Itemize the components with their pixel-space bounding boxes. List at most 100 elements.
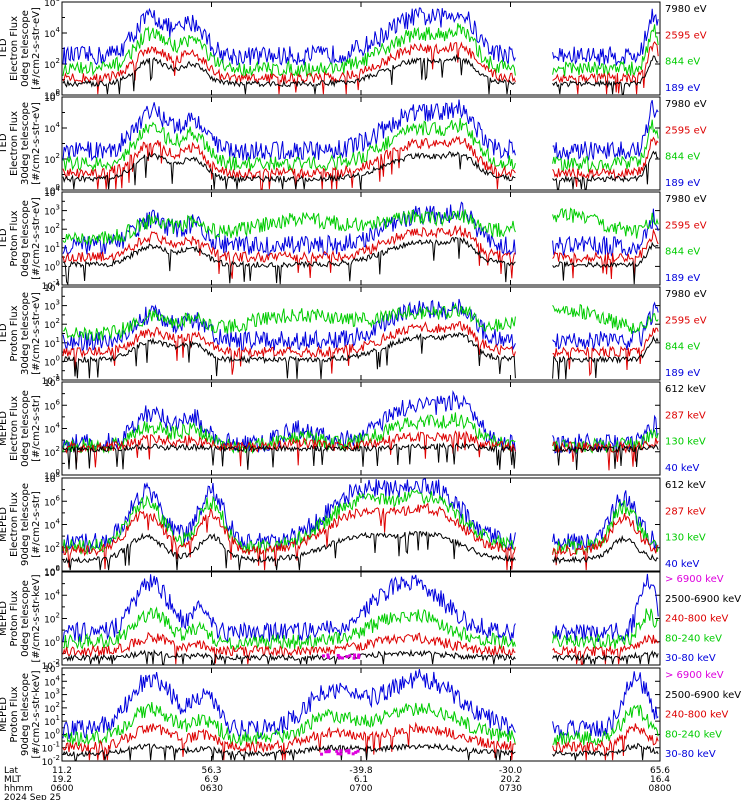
series-point	[348, 654, 352, 658]
series-line	[62, 7, 659, 66]
y-tick-label: 100	[44, 88, 60, 102]
legend-entry: > 6900 keV	[665, 670, 724, 681]
legend-entry: 80-240 keV	[665, 633, 722, 644]
legend-entry: 612 keV	[665, 384, 706, 395]
legend-entry: > 6900 keV	[665, 574, 724, 585]
y-tick-label: 104	[44, 26, 60, 40]
legend-entry: 2595 eV	[665, 30, 707, 41]
series-point	[357, 655, 361, 659]
y-tick-label: 103	[44, 688, 60, 702]
legend-entry: 80-240 keV	[665, 729, 722, 740]
series-point	[347, 751, 351, 755]
x-tick-label: 65.6	[650, 766, 670, 776]
x-tick-label: 6.1	[354, 775, 368, 785]
y-tick-label: 100	[44, 468, 60, 482]
y-tick-label: 102	[44, 701, 60, 715]
series-line	[62, 430, 659, 471]
y-tick-label: 102	[44, 541, 60, 555]
y-tick-label: 104	[44, 121, 60, 135]
y-tick-label: 100	[44, 183, 60, 197]
legend-entry: 7980 eV	[665, 99, 707, 110]
y-tick-label: 106	[44, 494, 60, 508]
series-point	[351, 752, 355, 756]
series-line	[62, 23, 659, 78]
series-point	[356, 749, 360, 753]
series-point	[344, 749, 348, 753]
legend-entry: 2595 eV	[665, 220, 707, 231]
y-tick-label: 10-1	[42, 278, 60, 292]
legend-entry: 7980 eV	[665, 194, 707, 205]
series-line	[62, 489, 659, 556]
series-line	[62, 207, 659, 246]
legend-entry: 7980 eV	[665, 289, 707, 300]
y-tick-label: 102	[44, 317, 60, 331]
x-tick-label: 16.4	[650, 775, 670, 785]
series-line	[62, 669, 659, 740]
series-line	[63, 302, 659, 342]
series-point	[320, 752, 324, 756]
y-tick-label: 103	[44, 299, 60, 313]
y-tick-label: 100	[44, 635, 60, 649]
series-point	[326, 655, 330, 659]
y-axis-label: MEPEDProton Flux0deg telescope[#/cm2-s-s…	[0, 574, 42, 662]
y-axis-label: MEPEDProton Flux90deg telescope[#/cm2-s-…	[0, 670, 42, 758]
x-tick-label: -30.0	[499, 766, 523, 776]
x-tick-label: 0730	[499, 784, 522, 794]
series-line	[62, 41, 659, 95]
y-tick-label: 106	[44, 398, 60, 412]
series-line	[62, 721, 659, 761]
x-row-label: Lat	[4, 766, 19, 776]
y-tick-label: 10-2	[42, 754, 60, 768]
series-point	[327, 750, 331, 754]
x-tick-label: 0630	[200, 784, 223, 794]
series-point	[321, 654, 325, 658]
x-row-label: MLT	[4, 775, 22, 785]
y-tick-label: 104	[44, 588, 60, 602]
series-line	[62, 99, 659, 162]
legend-entry: 130 keV	[665, 533, 706, 544]
y-tick-label: 102	[44, 57, 60, 71]
legend-entry: 189 eV	[665, 368, 700, 379]
legend-entry: 240-800 keV	[665, 710, 729, 721]
legend-entry: 287 keV	[665, 506, 706, 517]
legend-entry: 844 eV	[665, 152, 700, 163]
series-line	[62, 648, 659, 665]
y-axis-label: TEDProton Flux0deg telescope[#/cm2-s-str…	[0, 197, 42, 280]
legend-entry: 287 keV	[665, 410, 706, 421]
series-point	[352, 656, 356, 660]
series-point	[336, 653, 340, 657]
y-axis-label: TEDElectron Flux30deg telescope[#/cm2-s-…	[0, 102, 42, 185]
x-tick-label: 56.3	[201, 766, 221, 776]
series-point	[357, 653, 361, 657]
y-tick-label: 10-1	[42, 741, 60, 755]
y-tick-label: 104	[44, 280, 60, 294]
legend-entry: 40 keV	[665, 463, 699, 474]
legend-entry: 844 eV	[665, 57, 700, 68]
legend-entry: 189 eV	[665, 178, 700, 189]
series-line	[62, 742, 659, 761]
y-tick-label: 106	[44, 565, 60, 579]
y-axis-label: MEPEDElectron Flux0deg telescope[#/cm2-s…	[0, 390, 42, 467]
series-line	[62, 631, 659, 665]
y-tick-label: 105	[44, 661, 60, 675]
y-tick-label: 10-1	[42, 373, 60, 387]
y-tick-label: 10-2	[42, 658, 60, 672]
series-point	[335, 749, 339, 753]
series-point	[353, 653, 357, 657]
series-line	[62, 442, 659, 471]
series-point	[326, 653, 330, 657]
x-tick-label: 0700	[350, 784, 373, 794]
y-axis-label: MEPEDElectron Flux90deg telescope[#/cm2-…	[0, 483, 42, 566]
y-tick-label: 101	[44, 241, 60, 255]
legend-entry: 240-800 keV	[665, 614, 729, 625]
series-point	[347, 749, 351, 753]
series-point	[339, 749, 343, 753]
y-tick-label: 108	[44, 471, 60, 485]
series-line	[62, 606, 659, 650]
y-tick-label: 104	[44, 185, 60, 199]
series-line	[62, 236, 659, 286]
legend-entry: 2500-6900 keV	[665, 690, 741, 701]
